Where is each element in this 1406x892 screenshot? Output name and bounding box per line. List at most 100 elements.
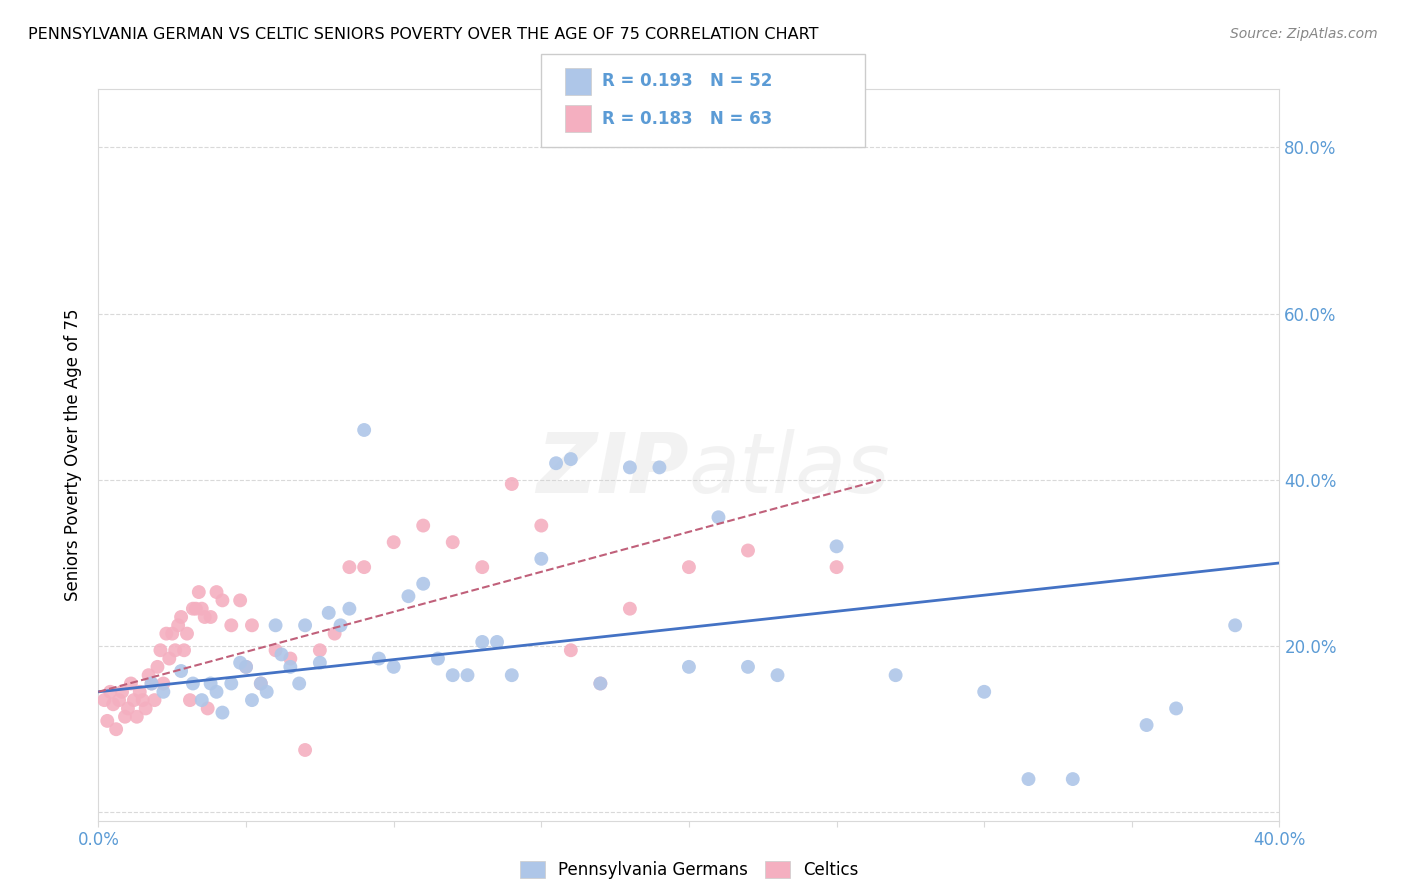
Point: [219, 618, 242, 632]
Point: [973, 685, 995, 699]
Point: [194, 610, 217, 624]
Point: [1135, 718, 1157, 732]
Point: [240, 693, 263, 707]
Point: [471, 560, 494, 574]
Point: [184, 601, 207, 615]
Y-axis label: Seniors Poverty Over the Age of 75: Seniors Poverty Over the Age of 75: [65, 309, 83, 601]
Point: [339, 560, 360, 574]
Point: [471, 635, 494, 649]
Point: [1017, 772, 1039, 786]
Point: [309, 643, 332, 657]
Point: [530, 551, 553, 566]
Point: [143, 693, 166, 707]
Point: [288, 676, 311, 690]
Text: R = 0.193   N = 52: R = 0.193 N = 52: [602, 72, 772, 90]
Point: [176, 626, 198, 640]
Text: ZIP: ZIP: [536, 429, 689, 510]
Text: atlas: atlas: [689, 429, 890, 510]
Point: [141, 676, 163, 690]
Point: [250, 676, 273, 690]
Point: [294, 618, 316, 632]
Point: [427, 651, 450, 665]
Point: [128, 685, 150, 699]
Point: [162, 626, 183, 640]
Point: [382, 535, 405, 549]
Point: [235, 660, 257, 674]
Point: [205, 685, 228, 699]
Point: [96, 714, 118, 728]
Point: [98, 685, 121, 699]
Point: [456, 668, 478, 682]
Point: [256, 685, 278, 699]
Point: [111, 685, 134, 699]
Point: [229, 593, 252, 607]
Point: [211, 706, 233, 720]
Point: [122, 693, 145, 707]
Point: [264, 643, 287, 657]
Point: [149, 643, 172, 657]
Point: [441, 535, 464, 549]
Point: [179, 693, 201, 707]
Point: [157, 651, 180, 665]
Point: [132, 693, 155, 707]
Point: [103, 698, 125, 712]
Point: [1223, 618, 1246, 632]
Text: R = 0.183   N = 63: R = 0.183 N = 63: [602, 110, 772, 128]
Point: [114, 710, 136, 724]
Point: [368, 651, 391, 665]
Point: [108, 693, 131, 707]
Point: [648, 460, 671, 475]
Point: [560, 452, 582, 467]
Point: [181, 676, 204, 690]
Point: [353, 560, 375, 574]
Point: [323, 626, 346, 640]
Point: [501, 477, 523, 491]
Point: [135, 701, 157, 715]
Point: [191, 693, 214, 707]
Point: [560, 643, 582, 657]
Point: [309, 656, 332, 670]
Point: [235, 660, 257, 674]
Point: [205, 585, 228, 599]
Point: [619, 460, 641, 475]
Point: [197, 701, 219, 715]
Text: PENNSYLVANIA GERMAN VS CELTIC SENIORS POVERTY OVER THE AGE OF 75 CORRELATION CHA: PENNSYLVANIA GERMAN VS CELTIC SENIORS PO…: [28, 27, 818, 42]
Point: [240, 618, 263, 632]
Point: [678, 660, 700, 674]
Point: [329, 618, 352, 632]
Point: [155, 626, 177, 640]
Point: [152, 685, 174, 699]
Point: [200, 676, 222, 690]
Point: [501, 668, 523, 682]
Point: [270, 648, 292, 662]
Point: [105, 723, 128, 737]
Point: [486, 635, 509, 649]
Point: [766, 668, 789, 682]
Point: [146, 660, 169, 674]
Point: [678, 560, 700, 574]
Point: [278, 651, 302, 665]
Point: [1164, 701, 1187, 715]
Point: [120, 676, 142, 690]
Point: [187, 585, 209, 599]
Point: [117, 701, 139, 715]
Point: [191, 601, 214, 615]
Point: [737, 543, 759, 558]
Point: [250, 676, 273, 690]
Point: [884, 668, 907, 682]
Point: [125, 710, 148, 724]
Point: [152, 676, 174, 690]
Point: [211, 593, 233, 607]
Point: [412, 576, 434, 591]
Point: [589, 676, 612, 690]
Point: [353, 423, 375, 437]
Point: [200, 610, 222, 624]
Point: [170, 664, 193, 678]
Point: [264, 618, 287, 632]
Point: [1062, 772, 1084, 786]
Point: [318, 606, 340, 620]
Point: [170, 610, 193, 624]
Point: [825, 539, 848, 553]
Point: [165, 643, 187, 657]
Point: [707, 510, 730, 524]
